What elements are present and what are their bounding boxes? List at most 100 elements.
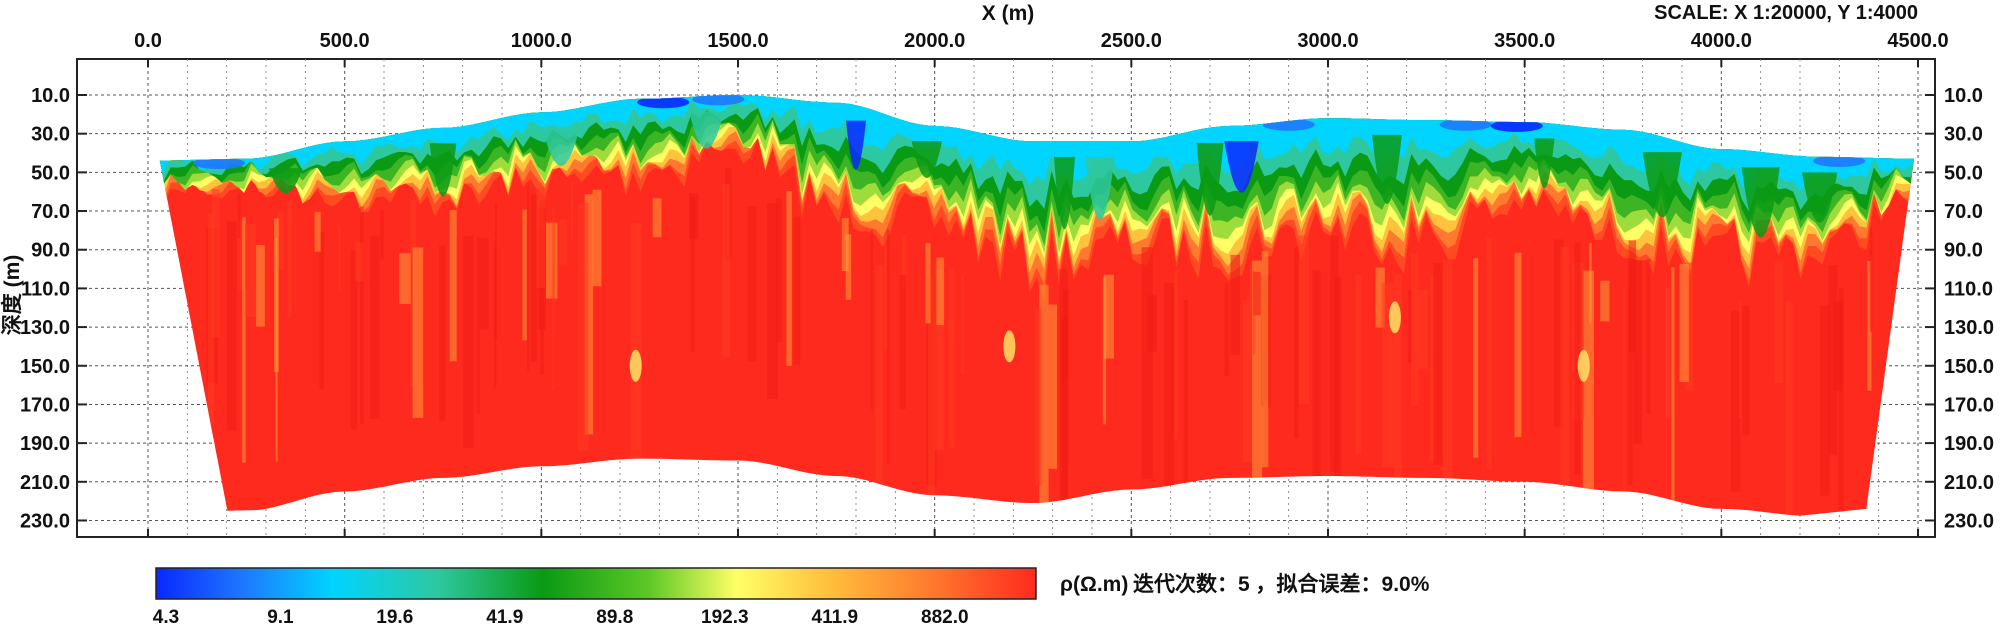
conductive-finger — [846, 120, 866, 170]
y-tick-label-left: 190.0 — [20, 433, 70, 455]
resistivity-streak — [1600, 280, 1610, 322]
low-resistivity-pocket — [1813, 155, 1866, 167]
high-contrast-spot — [629, 349, 642, 382]
resistivity-streak — [463, 235, 474, 449]
resistivity-streak — [319, 231, 325, 389]
resistivity-streak — [1869, 227, 1873, 332]
resistivity-streak — [314, 212, 321, 252]
y-tick-label-right: 170.0 — [1944, 394, 1994, 416]
resistivity-streak — [479, 237, 489, 330]
resistivity-streak — [1355, 275, 1362, 454]
resistivity-streak — [841, 218, 849, 271]
high-contrast-spot — [1388, 301, 1401, 334]
resistivity-streak — [1632, 259, 1643, 444]
resistivity-streak — [901, 235, 907, 290]
conductive-finger — [1224, 141, 1259, 193]
colorbar-label: ρ(Ω.m) — [1060, 573, 1128, 596]
y-tick-label-right: 150.0 — [1944, 356, 1994, 378]
resistivity-streak — [630, 223, 642, 466]
resistivity-streak — [350, 250, 357, 430]
resistivity-streak — [1742, 306, 1750, 436]
y-tick-label-left: 70.0 — [31, 201, 70, 223]
resistivity-streak — [1731, 310, 1741, 492]
resistivity-streak — [559, 219, 568, 265]
resistivity-streak — [1312, 270, 1321, 498]
resistivity-streak — [899, 275, 907, 409]
resistivity-streak — [370, 235, 380, 420]
colorbar-tick-label: 882.0 — [921, 607, 969, 628]
resistivity-streak — [886, 229, 890, 465]
low-resistivity-pocket — [1439, 118, 1492, 131]
resistivity-streak — [845, 234, 852, 300]
x-tick-label: 500.0 — [320, 30, 370, 52]
x-tick-label: 1500.0 — [707, 30, 768, 52]
resistivity-streak — [570, 182, 574, 242]
conductive-finger — [1054, 156, 1075, 230]
resistivity-streak — [1514, 252, 1522, 438]
colorbar-tick-label: 89.8 — [596, 607, 633, 628]
resistivity-streak — [1867, 261, 1872, 391]
conductive-finger — [1085, 156, 1115, 220]
conductive-finger — [1741, 167, 1780, 238]
high-contrast-spot — [1003, 330, 1016, 363]
resistivity-streak — [592, 189, 602, 287]
resistivity-streak — [936, 257, 945, 326]
colorbar-ticks: 4.3 9.1 19.6 41.9 89.8 192.3 411.9 882.0 — [153, 607, 969, 628]
scale-label: SCALE: X 1:20000, Y 1:4000 — [1654, 2, 1918, 24]
resistivity-streak — [237, 220, 245, 290]
resistivity-streak — [1628, 261, 1633, 486]
resistivity-streak — [1410, 253, 1419, 406]
resistivity-streak — [1394, 274, 1402, 504]
y-axis-title: 深度 (m) — [0, 255, 24, 336]
x-tick-label: 4000.0 — [1691, 30, 1752, 52]
resistivity-streak — [1838, 287, 1844, 516]
resistivity-streak — [1381, 283, 1394, 467]
resistivity-streak — [1679, 263, 1689, 382]
resistivity-streak — [274, 218, 279, 372]
y-tick-label-left: 110.0 — [21, 278, 70, 300]
resistivity-streak — [546, 222, 558, 299]
resistivity-streak — [287, 200, 292, 317]
resistivity-streak — [439, 245, 446, 421]
resistivity-streak — [245, 224, 256, 317]
resistivity-streak — [925, 243, 931, 324]
conductive-finger — [1801, 172, 1838, 223]
conductive-finger — [542, 126, 580, 166]
colorbar-tick-label: 4.3 — [153, 607, 179, 628]
resistivity-streak — [1582, 270, 1594, 513]
resistivity-streak — [1230, 254, 1240, 355]
resistivity-streak — [1774, 262, 1784, 384]
resistivity-streak — [949, 268, 955, 448]
resistivity-streak — [793, 216, 801, 365]
resistivity-streak — [1039, 284, 1049, 506]
resistivity-streak — [277, 211, 284, 270]
low-resistivity-pocket — [692, 95, 745, 106]
resistivity-streak — [1407, 290, 1412, 363]
resistivity-streak — [226, 220, 237, 432]
resistivity-streak — [527, 185, 530, 372]
resistivity-streak — [1828, 265, 1838, 456]
resistivity-streak — [875, 265, 883, 486]
resistivity-streak — [449, 210, 457, 362]
y-tick-label-right: 230.0 — [1944, 510, 1994, 532]
resistivity-streak — [360, 206, 364, 424]
conductive-finger — [429, 143, 457, 197]
resistivity-streak — [884, 233, 887, 351]
resistivity-streak — [578, 202, 589, 452]
resistivity-streak — [1242, 300, 1252, 463]
resistivity-streak — [1786, 300, 1793, 516]
conductive-finger — [1534, 138, 1555, 189]
resistivity-streak — [536, 187, 545, 288]
y-tick-label-left: 130.0 — [20, 317, 70, 339]
resistivity-streak — [208, 213, 215, 423]
y-tick-label-left: 30.0 — [31, 124, 70, 146]
resistivity-streak — [1554, 239, 1564, 428]
y-tick-label-right: 190.0 — [1944, 433, 1994, 455]
resistivity-streak — [256, 244, 265, 327]
resistivity-streak — [1560, 246, 1570, 488]
resistivity-streak — [1473, 258, 1479, 458]
resistivity-streak — [1224, 283, 1229, 376]
resistivity-streak — [934, 264, 945, 450]
high-contrast-spot — [1577, 349, 1590, 382]
